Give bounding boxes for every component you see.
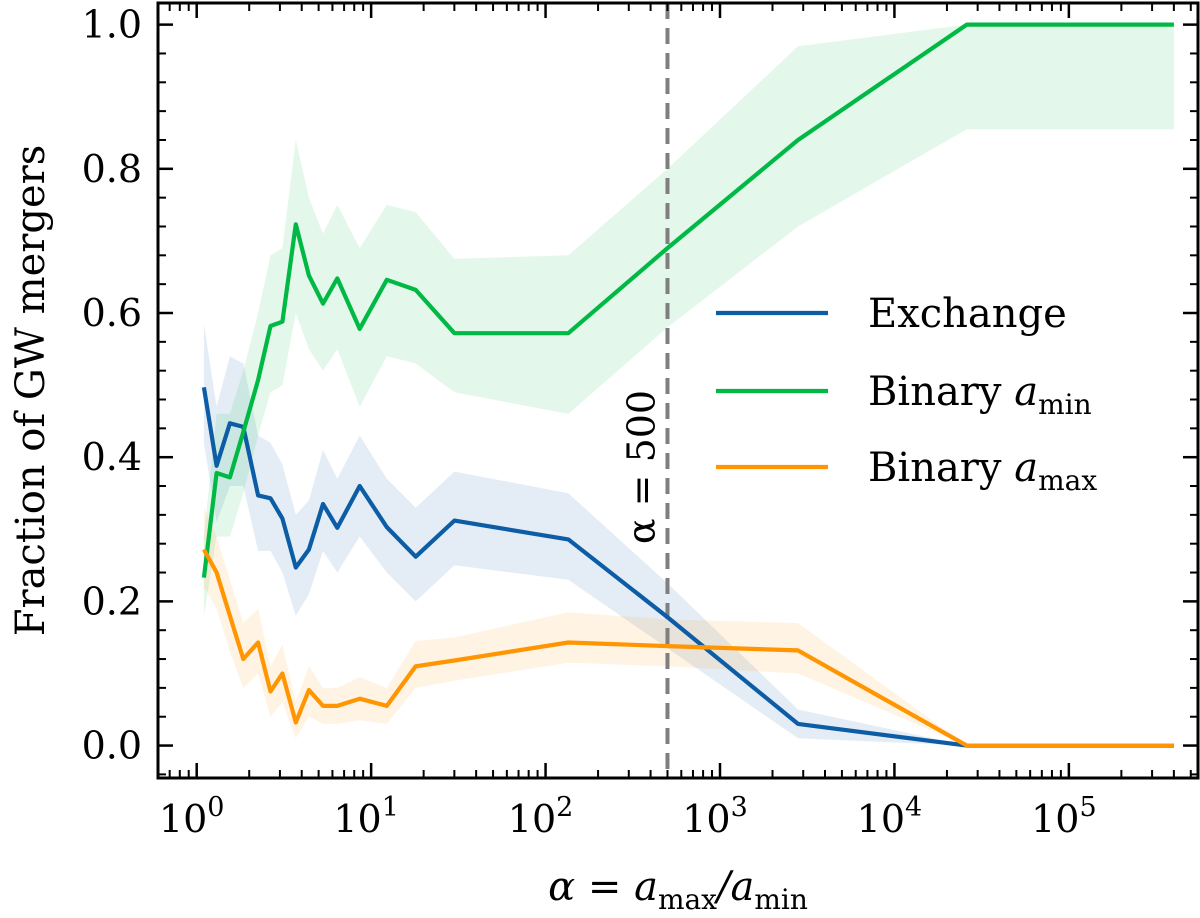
exchange-band <box>203 323 1174 746</box>
binary-a-min-line <box>201 22 1174 578</box>
legend-entry-exchange: Exchange <box>716 291 1067 337</box>
plot-frame <box>156 1 1200 780</box>
binary-a-max-line <box>202 548 1174 748</box>
legend-label: Binary amax <box>868 445 1097 497</box>
legend-label: Binary amin <box>868 369 1092 421</box>
legend-entry-binary-a-max: Binary amax <box>716 445 1097 497</box>
y-tick-label: 0.8 <box>82 147 142 191</box>
y-tick-label: 1.0 <box>82 3 142 47</box>
y-axis-label: Fraction of GW mergers <box>8 145 54 637</box>
x-tick-label: 101 <box>333 792 399 841</box>
x-axis-label: α = amax/amin <box>548 864 808 916</box>
x-tick-label: 100 <box>159 792 225 841</box>
confidence-bands <box>203 24 1174 746</box>
x-tick-label: 105 <box>1031 792 1097 841</box>
y-tick-label: 0.2 <box>82 579 142 623</box>
exchange-line <box>201 386 1174 748</box>
series-lines <box>201 22 1174 748</box>
legend-label: Exchange <box>868 291 1067 337</box>
x-tick-label: 102 <box>508 792 574 841</box>
plot-axes: 0.0 0.2 0.4 0.6 0.8 1.0 100 101 102 103 104 105 α = … <box>8 1 1200 916</box>
y-tick-label: 0.0 <box>82 724 142 768</box>
y-tick-label: 0.4 <box>82 435 142 479</box>
y-tick-label: 0.6 <box>82 291 142 335</box>
binary-a-min-band <box>203 24 1174 616</box>
x-tick-label: 104 <box>857 792 923 841</box>
alpha-500-label: α = 500 <box>619 390 663 544</box>
binary-a-max-band <box>203 507 1174 746</box>
alpha-500-reference: α = 500 <box>619 3 670 778</box>
legend: Exchange Binary amin Binary amax <box>716 291 1097 497</box>
legend-entry-binary-a-min: Binary amin <box>716 369 1092 421</box>
x-tick-label: 103 <box>682 792 748 841</box>
